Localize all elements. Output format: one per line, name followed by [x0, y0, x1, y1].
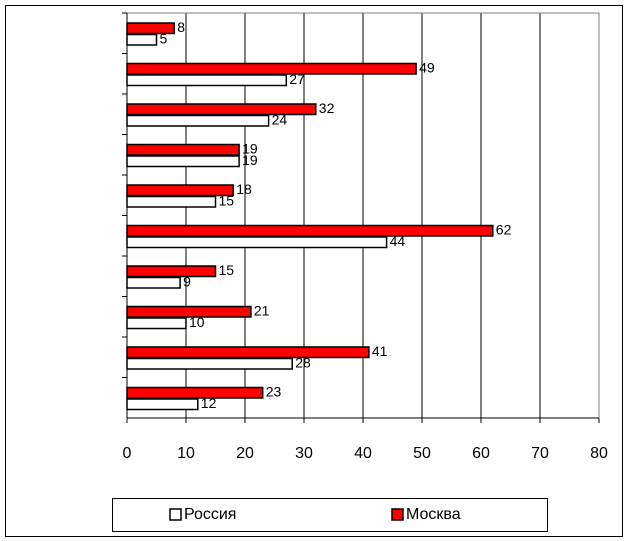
- x-tick-label: 50: [413, 445, 431, 462]
- bar: [126, 143, 240, 156]
- legend-box: [112, 498, 548, 532]
- x-tick-label: 20: [236, 445, 254, 462]
- bar: [126, 236, 388, 249]
- value-label: 19: [242, 152, 258, 168]
- bar: [126, 305, 252, 318]
- x-tick-label: 60: [472, 445, 490, 462]
- bar: [126, 155, 240, 168]
- x-tick-label: 80: [590, 445, 608, 462]
- bar: [126, 357, 293, 370]
- legend-label: Россия: [184, 506, 236, 523]
- bar: [126, 22, 175, 35]
- bar: [126, 103, 317, 116]
- value-label: 12: [201, 395, 217, 411]
- legend-swatch: [169, 508, 182, 521]
- value-label: 15: [219, 192, 235, 208]
- value-label: 62: [496, 221, 512, 237]
- bar: [126, 195, 217, 208]
- value-label: 24: [272, 111, 288, 127]
- value-label: 8: [177, 19, 185, 35]
- bar: [126, 386, 264, 399]
- bar: [126, 114, 270, 127]
- value-label: 18: [236, 181, 252, 197]
- value-label: 44: [390, 233, 406, 249]
- value-label: 32: [319, 100, 335, 116]
- x-tick-label: 0: [123, 445, 132, 462]
- bar: [126, 33, 158, 46]
- legend-swatch: [391, 508, 404, 521]
- value-label: 49: [419, 59, 435, 75]
- bar: [126, 398, 199, 411]
- bar: [126, 265, 217, 278]
- bar: [126, 276, 181, 289]
- value-label: 23: [266, 383, 282, 399]
- chart-frame: [5, 5, 623, 537]
- bar: [126, 74, 288, 87]
- value-label: 21: [254, 302, 270, 318]
- value-label: 27: [289, 71, 305, 87]
- value-label: 9: [183, 273, 191, 289]
- bar: [126, 317, 187, 330]
- x-tick-label: 70: [531, 445, 549, 462]
- bar: [126, 346, 370, 359]
- value-label: 41: [372, 343, 388, 359]
- x-tick-label: 10: [177, 445, 195, 462]
- bar: [126, 62, 417, 75]
- value-label: 5: [160, 30, 168, 46]
- x-tick-label: 30: [295, 445, 313, 462]
- value-label: 15: [219, 262, 235, 278]
- bar: [126, 184, 234, 197]
- value-label: 19: [242, 140, 258, 156]
- value-label: 10: [189, 314, 205, 330]
- value-label: 28: [295, 354, 311, 370]
- bar: [126, 224, 494, 237]
- legend-label: Москва: [406, 506, 461, 523]
- x-tick-label: 40: [354, 445, 372, 462]
